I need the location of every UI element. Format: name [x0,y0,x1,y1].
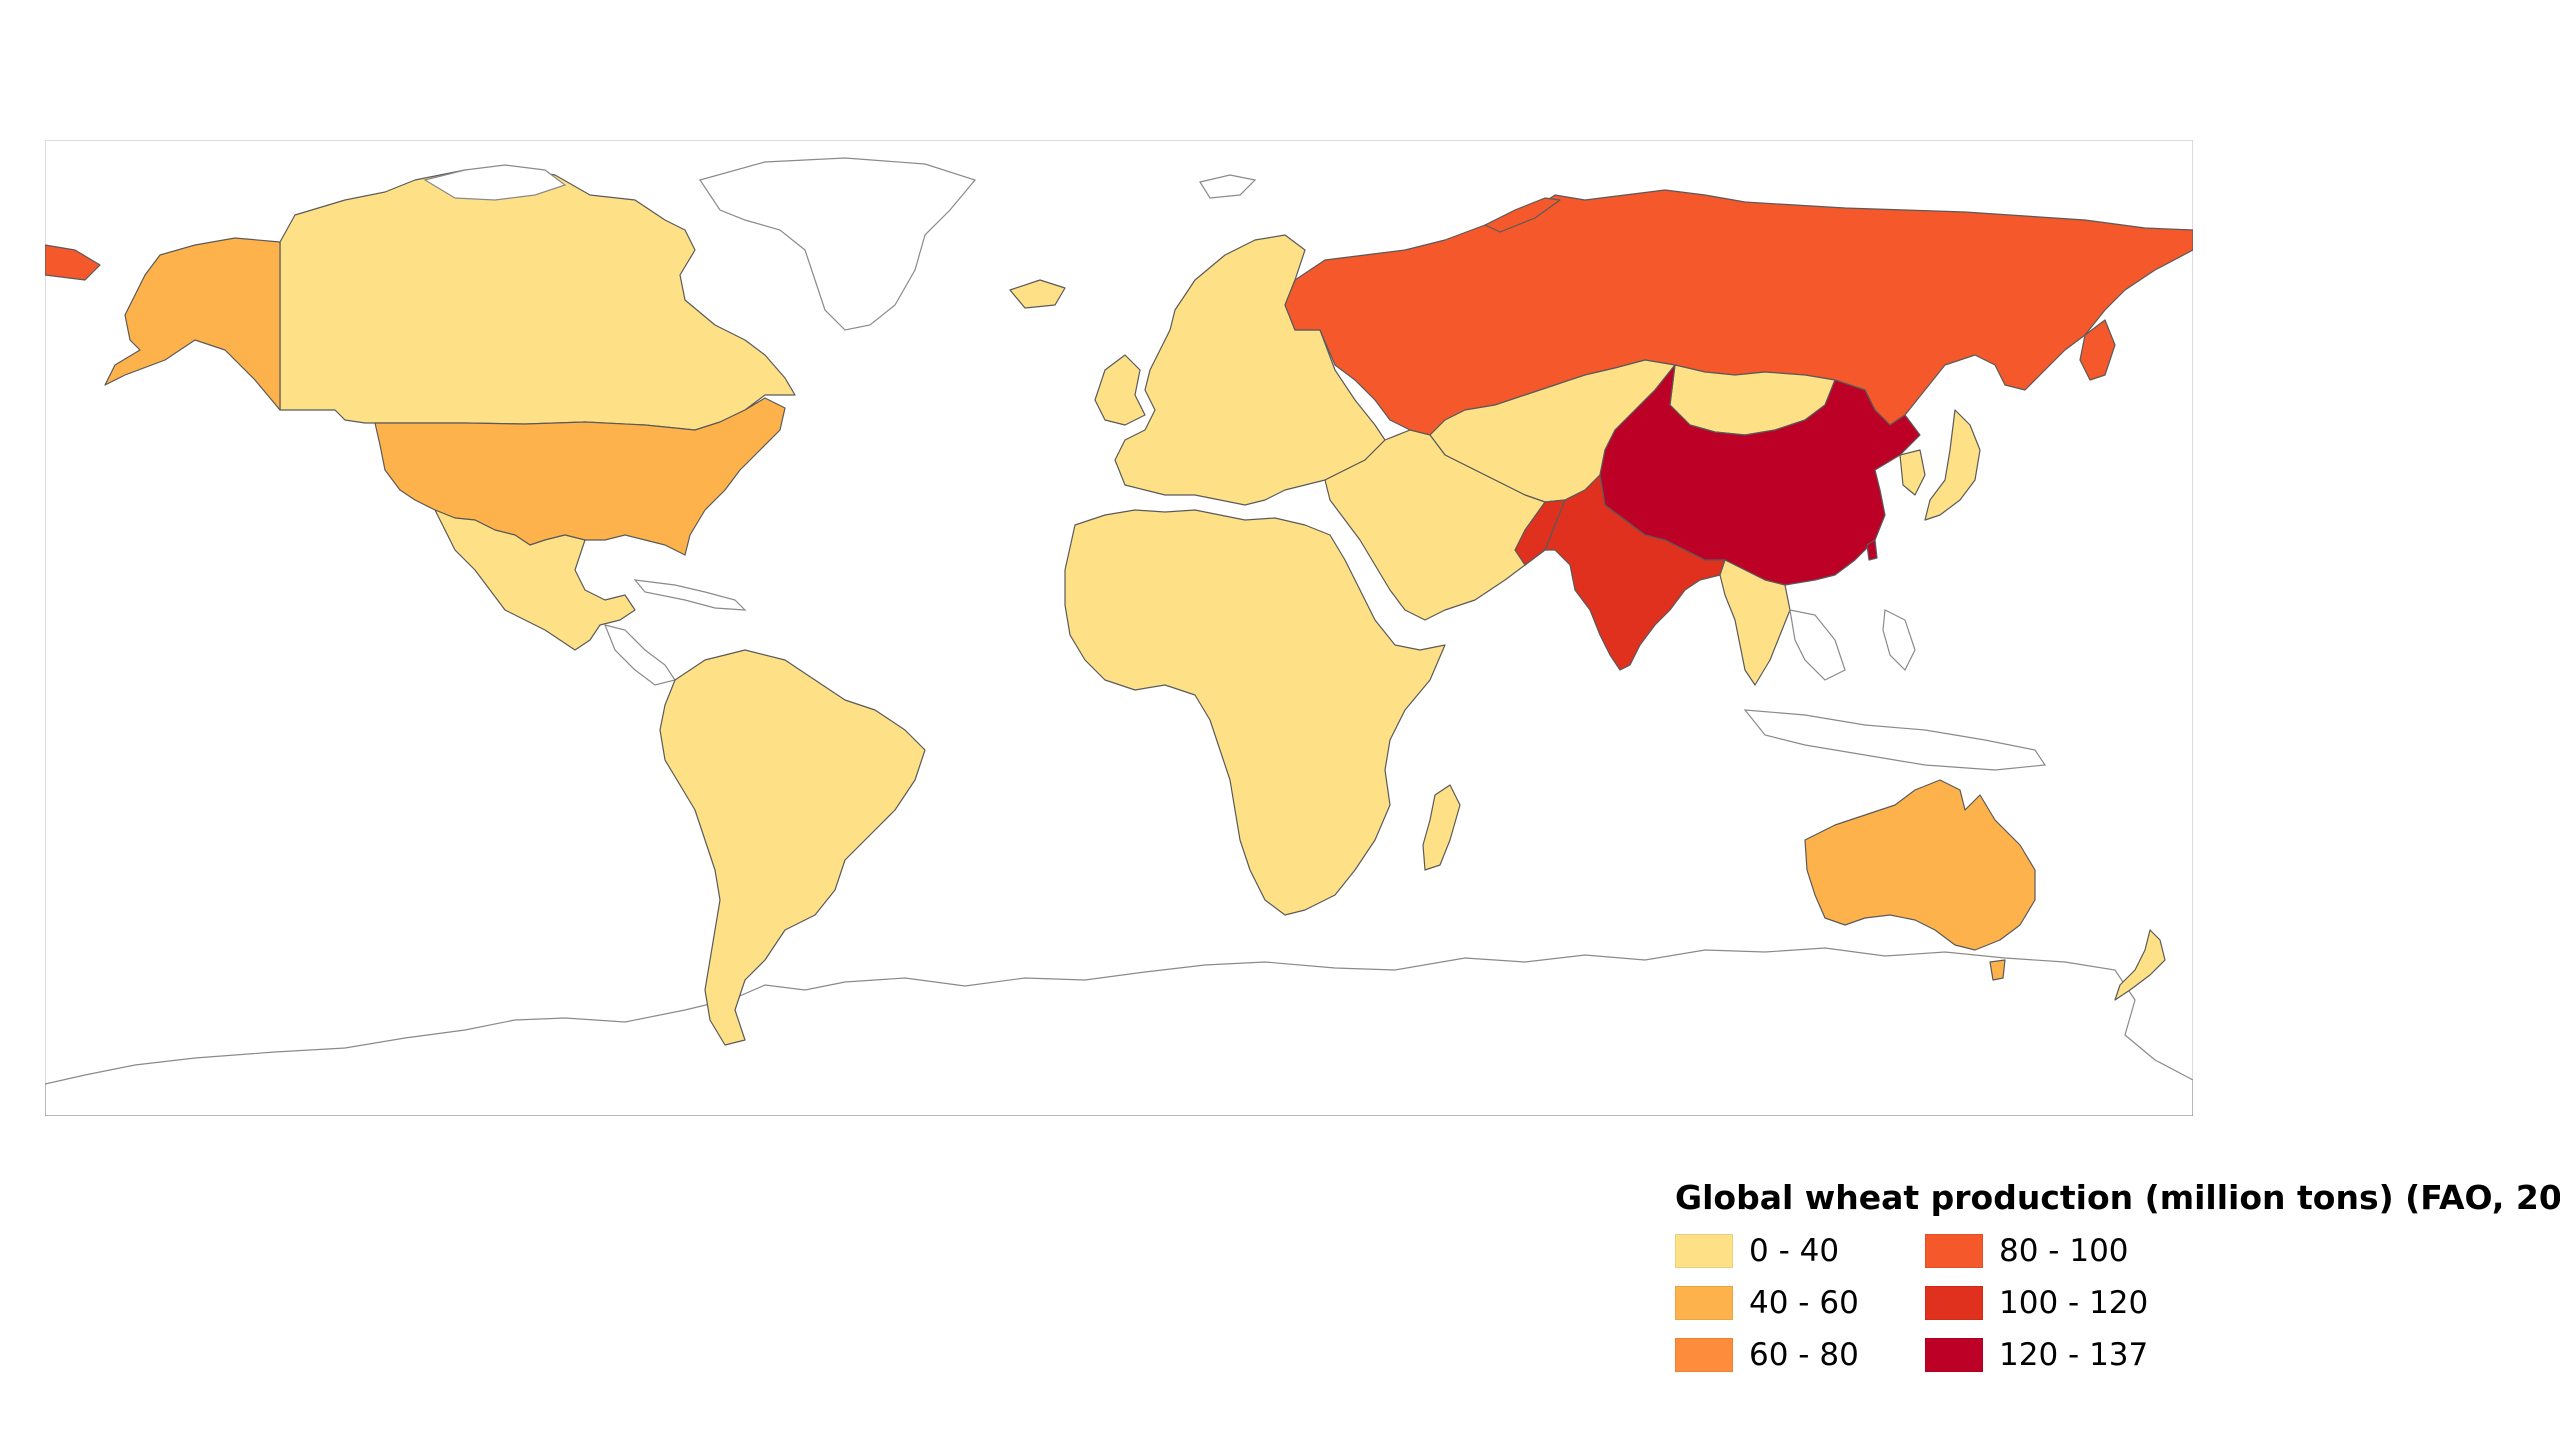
chukotka-shape [45,244,101,281]
legend-label: 40 - 60 [1749,1285,1859,1321]
japan-shape [1924,409,1981,521]
kamchatka-shape [2079,319,2116,381]
central-america-shape [604,624,676,686]
greenland-shape [699,157,977,331]
legend-item: 40 - 60 [1675,1277,1925,1329]
antarctica-shape [45,947,2193,1116]
indochina-islands-shape [1789,609,1846,681]
legend-swatch [1675,1234,1733,1268]
legend-swatch [1675,1338,1733,1372]
legend-item: 80 - 100 [1925,1225,2175,1277]
map-legend: Global wheat production (million tons) (… [1675,1178,2560,1381]
philippines-shape [1882,609,1916,672]
legend-label: 80 - 100 [1999,1233,2129,1269]
legend-label: 100 - 120 [1999,1285,2149,1321]
mexico-shape [434,509,636,651]
legend-swatch [1925,1234,1983,1268]
legend-item: 60 - 80 [1675,1329,1925,1381]
alaska-shape [104,237,281,411]
south-america-shape [659,649,926,1046]
southeast-asia-shape [1719,559,1791,686]
legend-item: 100 - 120 [1925,1277,2175,1329]
legend-label: 60 - 80 [1749,1337,1859,1373]
legend-swatch [1925,1286,1983,1320]
legend-title: Global wheat production (million tons) (… [1675,1178,2560,1217]
legend-label: 120 - 137 [1999,1337,2149,1373]
korea-shape [1899,449,1926,496]
world-map [45,140,2193,1116]
taiwan-shape [1866,539,1878,561]
africa-shape [1064,509,1446,916]
legend-swatch [1925,1338,1983,1372]
legend-label: 0 - 40 [1749,1233,1840,1269]
madagascar-shape [1422,784,1461,871]
legend-items: 0 - 40 40 - 60 60 - 80 80 - 100 100 - 12… [1675,1225,2555,1381]
svalbard-shape [1199,174,1257,199]
british-isles-shape [1094,354,1146,426]
legend-swatch [1675,1286,1733,1320]
europe-shape [1114,234,1386,506]
novaya-zemlya-shape [1484,197,1561,233]
australia-shape [1804,779,2036,951]
legend-item: 0 - 40 [1675,1225,1925,1277]
india-shape [1544,474,1726,671]
caribbean-islands-shape [633,579,747,611]
new-zealand-shape [2114,929,2166,1001]
indonesia-shape [1743,709,2047,771]
legend-item: 120 - 137 [1925,1329,2175,1381]
iceland-shape [1009,279,1066,309]
tasmania-shape [1989,959,2006,981]
pakistan-shape [1514,499,1566,566]
arctic-archipelago-outline [423,164,567,201]
